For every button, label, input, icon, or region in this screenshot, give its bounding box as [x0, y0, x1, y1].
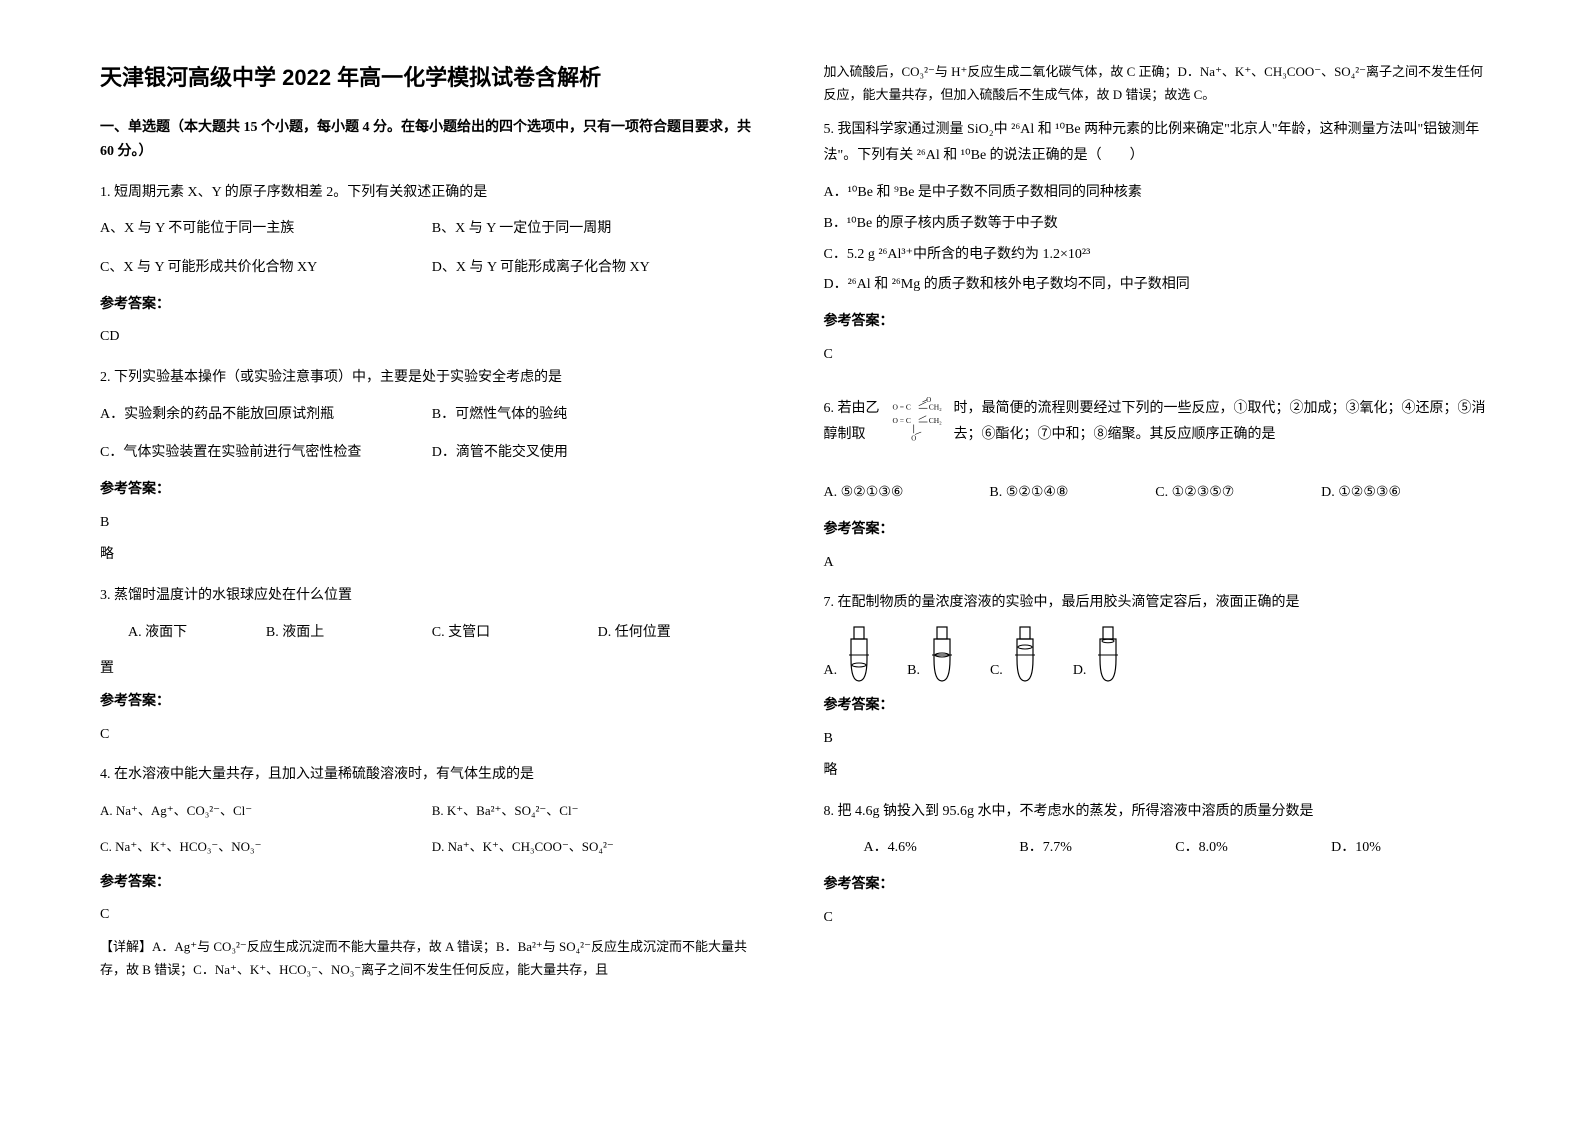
page-title: 天津银河高级中学 2022 年高一化学模拟试卷含解析 — [100, 60, 764, 92]
q7-labB: B. — [907, 658, 920, 685]
q2-note: 略 — [100, 542, 764, 569]
question-6: 6. 若由乙醇制取 O = C CH₂ O = C CH₂ O O 时，最 — [824, 382, 1488, 576]
q4-text: 4. 在水溶液中能大量共存，且加入过量稀硫酸溶液时，有气体生成的是 — [100, 762, 764, 789]
q6-answer: A — [824, 550, 1488, 577]
q1-optD: D、X 与 Y 可能形成离子化合物 XY — [432, 253, 764, 284]
q3-answer: C — [100, 722, 764, 749]
q3-text: 3. 蒸馏时温度计的水银球应处在什么位置 — [100, 583, 764, 610]
q4-answer-label: 参考答案： — [100, 870, 764, 897]
question-1: 1. 短周期元素 X、Y 的原子序数相差 2。下列有关叙述正确的是 A、X 与 … — [100, 180, 764, 351]
q4-optB: B. K⁺、Ba²⁺、SO₄²⁻、Cl⁻ — [432, 797, 764, 826]
q8-optC: C．8.0% — [1175, 833, 1331, 864]
question-2: 2. 下列实验基本操作（或实验注意事项）中，主要是处于实验安全考虑的是 A．实验… — [100, 365, 764, 569]
q4-detail-part2: 加入硫酸后，CO₃²⁻与 H⁺反应生成二氧化碳气体，故 C 正确；D．Na⁺、K… — [824, 60, 1488, 107]
question-7: 7. 在配制物质的量浓度溶液的实验中，最后用胶头滴管定容后，液面正确的是 A. … — [824, 590, 1488, 784]
q7-answer-label: 参考答案： — [824, 693, 1488, 720]
q8-optA: A．4.6% — [864, 833, 1020, 864]
svg-text:O: O — [911, 436, 916, 443]
q5-answer-label: 参考答案： — [824, 309, 1488, 336]
flask-B-icon — [924, 625, 960, 685]
q6-optB: B. ⑤②①④⑧ — [989, 478, 1155, 509]
svg-text:O = C: O = C — [892, 403, 910, 412]
svg-text:O = C: O = C — [892, 417, 910, 426]
q8-optD: D．10% — [1331, 833, 1487, 864]
flask-D-icon — [1090, 625, 1126, 685]
q2-optB: B．可燃性气体的验纯 — [432, 400, 764, 431]
q4-optD: D. Na⁺、K⁺、CH₃COO⁻、SO₄²⁻ — [432, 833, 764, 862]
q2-text: 2. 下列实验基本操作（或实验注意事项）中，主要是处于实验安全考虑的是 — [100, 365, 764, 392]
svg-text:CH₂: CH₂ — [928, 417, 941, 426]
q1-text: 1. 短周期元素 X、Y 的原子序数相差 2。下列有关叙述正确的是 — [100, 180, 764, 207]
svg-text:O: O — [926, 397, 931, 404]
left-column: 天津银河高级中学 2022 年高一化学模拟试卷含解析 一、单选题（本大题共 15… — [100, 60, 764, 996]
q7-note: 略 — [824, 758, 1488, 785]
q4-answer: C — [100, 902, 764, 929]
q1-answer-label: 参考答案： — [100, 292, 764, 319]
question-5: 5. 我国科学家通过测量 SiO₂中 ²⁶Al 和 ¹⁰Be 两种元素的比例来确… — [824, 117, 1488, 369]
q6-answer-label: 参考答案： — [824, 517, 1488, 544]
q6-prefix: 6. 若由乙醇制取 — [824, 396, 885, 449]
q2-optA: A．实验剩余的药品不能放回原试剂瓶 — [100, 400, 432, 431]
q2-answer-label: 参考答案： — [100, 477, 764, 504]
right-column: 加入硫酸后，CO₃²⁻与 H⁺反应生成二氧化碳气体，故 C 正确；D．Na⁺、K… — [824, 60, 1488, 996]
q4-optC: C. Na⁺、K⁺、HCO₃⁻、NO₃⁻ — [100, 833, 432, 862]
flask-A-icon — [841, 625, 877, 685]
q8-optB: B．7.7% — [1019, 833, 1175, 864]
molecule-icon: O = C CH₂ O = C CH₂ O O — [885, 382, 954, 462]
q6-text: 6. 若由乙醇制取 O = C CH₂ O = C CH₂ O O 时，最 — [824, 382, 1488, 462]
q6-optC: C. ①②③⑤⑦ — [1155, 478, 1321, 509]
q5-optC: C．5.2 g ²⁶Al³⁺中所含的电子数约为 1.2×10²³ — [824, 240, 1488, 271]
q2-optD: D．滴管不能交叉使用 — [432, 438, 764, 469]
q1-optA: A、X 与 Y 不可能位于同一主族 — [100, 214, 432, 245]
q2-answer: B — [100, 510, 764, 537]
q5-optD: D．²⁶Al 和 ²⁶Mg 的质子数和核外电子数均不同，中子数相同 — [824, 270, 1488, 301]
q6-suffix: 时，最简便的流程则要经过下列的一些反应，①取代；②加成；③氧化；④还原；⑤消去；… — [953, 396, 1487, 449]
q5-optB: B．¹⁰Be 的原子核内质子数等于中子数 — [824, 209, 1488, 240]
q7-answer: B — [824, 726, 1488, 753]
q5-text: 5. 我国科学家通过测量 SiO₂中 ²⁶Al 和 ¹⁰Be 两种元素的比例来确… — [824, 117, 1488, 170]
q5-answer: C — [824, 342, 1488, 369]
q3-optB: B. 液面上 — [266, 618, 432, 649]
q6-optD: D. ①②⑤③⑥ — [1321, 478, 1487, 509]
q3-optA: A. 液面下 — [100, 618, 266, 649]
q5-optA: A．¹⁰Be 和 ⁹Be 是中子数不同质子数相同的同种核素 — [824, 178, 1488, 209]
question-4: 4. 在水溶液中能大量共存，且加入过量稀硫酸溶液时，有气体生成的是 A. Na⁺… — [100, 762, 764, 982]
question-8: 8. 把 4.6g 钠投入到 95.6g 水中，不考虑水的蒸发，所得溶液中溶质的… — [824, 799, 1488, 932]
q3-optD: D. 任何位置 — [598, 618, 764, 649]
q2-optC: C．气体实验装置在实验前进行气密性检查 — [100, 438, 432, 469]
q3-optD-wrap: 置 — [100, 656, 764, 683]
q1-optB: B、X 与 Y 一定位于同一周期 — [432, 214, 764, 245]
q7-labD: D. — [1073, 658, 1087, 685]
q1-optC: C、X 与 Y 可能形成共价化合物 XY — [100, 253, 432, 284]
flask-options: A. B. — [824, 625, 1488, 685]
q7-text: 7. 在配制物质的量浓度溶液的实验中，最后用胶头滴管定容后，液面正确的是 — [824, 590, 1488, 617]
q7-labA: A. — [824, 658, 838, 685]
q8-answer-label: 参考答案： — [824, 872, 1488, 899]
q3-optC: C. 支管口 — [432, 618, 598, 649]
q8-answer: C — [824, 905, 1488, 932]
question-3: 3. 蒸馏时温度计的水银球应处在什么位置 A. 液面下 B. 液面上 C. 支管… — [100, 583, 764, 748]
section-header: 一、单选题（本大题共 15 个小题，每小题 4 分。在每小题给出的四个选项中，只… — [100, 116, 764, 164]
flask-C-icon — [1007, 625, 1043, 685]
q1-answer: CD — [100, 324, 764, 351]
q6-optA: A. ⑤②①③⑥ — [824, 478, 990, 509]
q4-detail-part1: 【详解】A．Ag⁺与 CO₃²⁻反应生成沉淀而不能大量共存，故 A 错误；B．B… — [100, 935, 764, 982]
q8-text: 8. 把 4.6g 钠投入到 95.6g 水中，不考虑水的蒸发，所得溶液中溶质的… — [824, 799, 1488, 826]
q4-optA: A. Na⁺、Ag⁺、CO₃²⁻、Cl⁻ — [100, 797, 432, 826]
q7-labC: C. — [990, 658, 1003, 685]
q3-answer-label: 参考答案： — [100, 689, 764, 716]
